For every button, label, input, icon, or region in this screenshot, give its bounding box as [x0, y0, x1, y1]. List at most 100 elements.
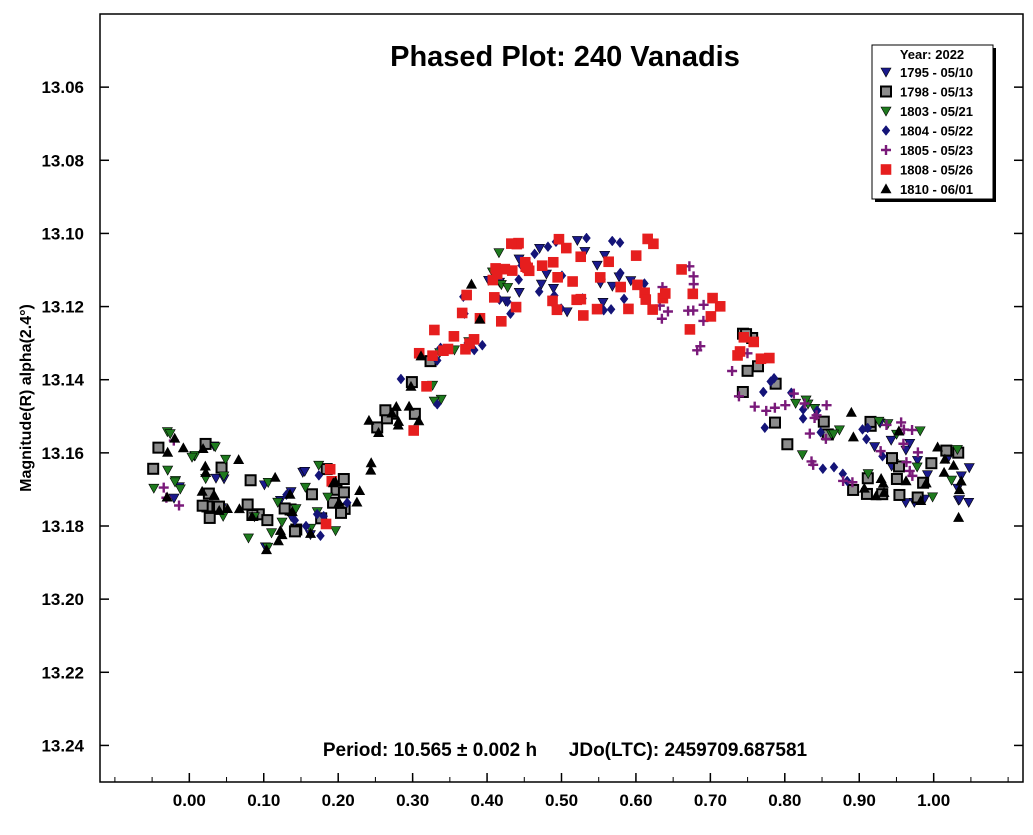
data-point — [886, 452, 899, 465]
data-point — [502, 283, 514, 294]
legend-marker — [880, 67, 892, 78]
data-point — [870, 490, 882, 501]
data-point — [290, 514, 300, 526]
data-point — [244, 474, 257, 487]
legend-label: 1804 - 05/22 — [900, 124, 973, 139]
series-1810 — [161, 278, 967, 555]
axis-ticks: 0.00 0.10 0.20 0.30 0.40 0.50 0.60 0.70 0.80 0.90… — [41, 78, 1023, 810]
data-point — [790, 398, 802, 409]
data-point — [284, 488, 296, 499]
data-point — [948, 459, 960, 470]
data-point — [547, 295, 558, 307]
data-point — [766, 376, 776, 387]
data-point — [379, 404, 392, 417]
legend-label: 1808 - 05/26 — [900, 163, 973, 178]
data-point — [220, 454, 232, 465]
data-point — [168, 493, 180, 504]
data-point — [946, 475, 958, 486]
data-point — [186, 452, 198, 463]
data-point — [788, 388, 799, 399]
data-point — [413, 415, 425, 426]
data-point — [953, 511, 965, 522]
legend-label: 1810 - 06/01 — [900, 182, 973, 197]
data-point — [796, 450, 808, 461]
data-point — [535, 279, 547, 290]
data-point — [272, 497, 284, 508]
data-point — [896, 417, 907, 428]
data-point — [901, 457, 912, 468]
data-point — [769, 402, 780, 413]
data-point — [314, 469, 324, 481]
data-point — [203, 511, 216, 524]
data-point — [208, 489, 220, 500]
data-point — [900, 475, 912, 486]
data-point — [821, 400, 832, 411]
legend-marker — [880, 106, 892, 117]
x-tick-label: 0.00 — [173, 791, 206, 810]
data-point — [591, 260, 603, 271]
data-point — [288, 525, 301, 538]
data-point — [938, 466, 950, 477]
data-point — [561, 307, 573, 318]
data-point — [174, 500, 185, 511]
data-point — [506, 265, 518, 276]
data-point — [656, 313, 667, 324]
series-1805 — [158, 261, 923, 511]
data-point — [907, 424, 918, 435]
data-point — [158, 482, 169, 493]
data-point — [330, 526, 342, 537]
data-point — [354, 485, 366, 495]
data-point — [647, 304, 658, 315]
data-point — [329, 476, 341, 487]
data-point — [260, 544, 273, 555]
data-point — [513, 288, 525, 298]
data-point — [495, 316, 507, 327]
data-point — [429, 324, 440, 336]
x-tick-label: 0.70 — [694, 791, 727, 810]
data-point — [878, 487, 890, 497]
data-point — [221, 503, 233, 514]
x-tick-label: 0.40 — [471, 791, 504, 810]
y-tick-label: 13.14 — [41, 371, 84, 390]
data-point — [688, 279, 699, 290]
data-point — [683, 305, 694, 316]
x-tick-label: 0.10 — [247, 791, 280, 810]
data-point — [875, 446, 886, 457]
legend-items: 1795 - 05/10 1798 - 05/13 1803 - 05/21 1804… — [880, 65, 973, 197]
data-point — [733, 391, 744, 402]
data-point — [503, 296, 512, 308]
data-point — [607, 235, 617, 247]
data-point — [299, 466, 311, 477]
data-point — [676, 264, 687, 275]
data-point — [210, 473, 222, 484]
data-point — [759, 386, 768, 398]
data-point — [808, 459, 819, 470]
data-point — [863, 422, 873, 434]
data-point — [760, 422, 770, 434]
data-point — [893, 460, 906, 473]
series-1808 — [320, 233, 775, 530]
data-point — [464, 338, 475, 349]
data-point — [582, 232, 591, 244]
data-point — [322, 492, 334, 503]
legend-box — [871, 44, 994, 200]
data-point — [914, 426, 926, 437]
data-point — [209, 442, 221, 453]
data-point — [305, 527, 317, 538]
data-point — [755, 353, 767, 365]
data-point — [169, 477, 181, 488]
data-point — [421, 381, 432, 392]
data-point — [488, 292, 500, 303]
data-point — [390, 400, 402, 411]
y-axis-label: Magnitude(R) alpha(2.4°) — [18, 304, 35, 492]
data-point — [405, 380, 417, 391]
data-point — [299, 482, 311, 493]
x-tick-label: 0.60 — [619, 791, 652, 810]
data-point — [241, 498, 254, 511]
data-point — [514, 274, 524, 286]
data-point — [432, 398, 442, 410]
data-point — [820, 433, 831, 444]
data-point — [705, 311, 717, 322]
legend-marker — [881, 145, 891, 155]
data-point — [461, 289, 472, 301]
